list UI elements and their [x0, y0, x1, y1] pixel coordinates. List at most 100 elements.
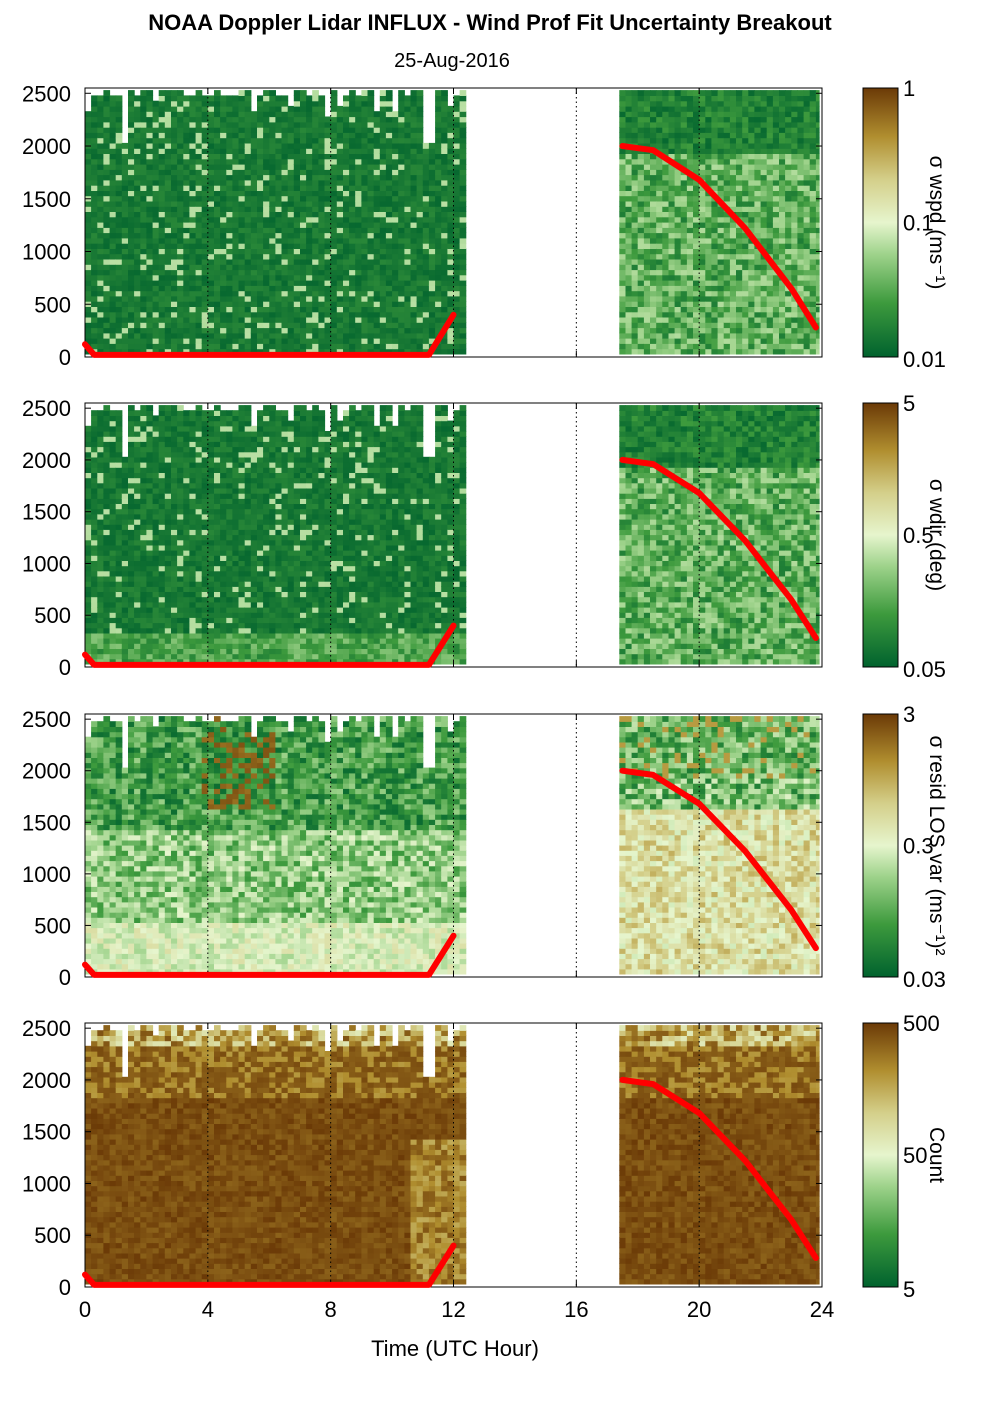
heatmap-cell [201, 237, 209, 244]
heatmap-cell [637, 200, 645, 207]
heatmap-cell [269, 316, 276, 323]
heatmap-cell [324, 222, 332, 228]
heatmap-cell [158, 290, 166, 297]
heatmap-cell [637, 332, 645, 339]
heatmap-cell [140, 179, 147, 186]
heatmap-cell [361, 200, 369, 207]
heatmap-cell [392, 348, 399, 355]
heatmap-cell [748, 253, 755, 260]
heatmap-cell [121, 316, 129, 323]
heatmap-cell [643, 253, 651, 260]
heatmap-cell [385, 243, 393, 249]
heatmap-cell [115, 190, 123, 197]
heatmap-cell [650, 95, 657, 102]
heatmap-cell [723, 164, 731, 170]
heatmap-cell [729, 274, 737, 281]
heatmap-cell [398, 216, 405, 223]
heatmap-cell [459, 343, 467, 350]
heatmap-cell [134, 95, 141, 102]
heatmap-cell [686, 153, 694, 160]
heatmap-cell [668, 227, 676, 234]
heatmap-cell [263, 174, 270, 181]
heatmap-cell [754, 327, 762, 334]
heatmap-cell [447, 280, 455, 286]
heatmap-cell [453, 264, 461, 271]
heatmap-cell [631, 311, 639, 318]
heatmap-cell [226, 327, 233, 334]
heatmap-cell [85, 274, 92, 281]
heatmap-cell [766, 237, 774, 244]
heatmap-cell [306, 338, 313, 344]
heatmap-cell [815, 280, 820, 286]
heatmap-cell [306, 95, 313, 102]
heatmap-cell [177, 195, 184, 202]
heatmap-cell [115, 596, 123, 603]
heatmap-cell [158, 269, 166, 276]
heatmap-cell [300, 164, 307, 170]
heatmap-cell [306, 237, 313, 244]
heatmap-cell [207, 100, 215, 107]
heatmap-cell [85, 121, 92, 128]
heatmap-cell [619, 95, 626, 102]
heatmap-cell [250, 232, 258, 239]
heatmap-cell [158, 227, 166, 234]
heatmap-cell [637, 264, 645, 271]
heatmap-cell [128, 90, 135, 96]
heatmap-cell [189, 100, 197, 107]
heatmap-cell [269, 90, 276, 96]
heatmap-cell [140, 174, 147, 181]
heatmap-cell [619, 90, 626, 96]
heatmap-cell [226, 190, 233, 197]
heatmap-cell [195, 185, 203, 191]
heatmap-cell [97, 222, 104, 228]
heatmap-cell [643, 322, 651, 329]
heatmap-cell [361, 285, 369, 292]
heatmap-cell [643, 295, 651, 302]
heatmap-cell [269, 137, 276, 144]
heatmap-cell [336, 232, 344, 239]
heatmap-cell [736, 132, 743, 139]
heatmap-cell [680, 343, 688, 350]
heatmap-cell [650, 158, 657, 165]
heatmap-cell [128, 290, 135, 297]
heatmap-cell [435, 237, 442, 244]
heatmap-cell [343, 95, 350, 102]
heatmap-cell [336, 248, 344, 255]
heatmap-cell [379, 316, 387, 323]
heatmap-cell [809, 290, 817, 297]
heatmap-cell [410, 174, 418, 181]
heatmap-cell [785, 121, 792, 128]
heatmap-cell [447, 127, 455, 133]
heatmap-cell [674, 190, 682, 197]
heatmap-cell [367, 206, 375, 212]
heatmap-cell [207, 200, 215, 207]
heatmap-cell [171, 316, 178, 323]
heatmap-cell [140, 158, 147, 165]
heatmap-cell [140, 90, 147, 96]
heatmap-cell [121, 306, 129, 313]
heatmap-cell [238, 105, 246, 112]
heatmap-cell [643, 179, 651, 186]
heatmap-cell [674, 269, 682, 276]
heatmap-cell [815, 237, 820, 244]
heatmap-cell [91, 596, 98, 603]
heatmap-cell [453, 338, 461, 344]
heatmap-cell [164, 121, 172, 128]
heatmap-cell [250, 316, 258, 323]
heatmap-cell [349, 280, 356, 286]
heatmap-cell [91, 612, 98, 618]
heatmap-cell [171, 142, 178, 149]
heatmap-cell [766, 343, 774, 350]
heatmap-cell [103, 529, 111, 536]
heatmap-cell [729, 148, 737, 154]
heatmap-cell [693, 274, 700, 281]
heatmap-cell [650, 179, 657, 186]
heatmap-cell [152, 316, 160, 323]
heatmap-cell [269, 237, 276, 244]
heatmap-cell [422, 185, 430, 191]
heatmap-cell [177, 338, 184, 344]
heatmap-cell [668, 190, 676, 197]
heatmap-cell [435, 90, 442, 96]
heatmap-cell [398, 264, 405, 271]
heatmap-cell [250, 158, 258, 165]
